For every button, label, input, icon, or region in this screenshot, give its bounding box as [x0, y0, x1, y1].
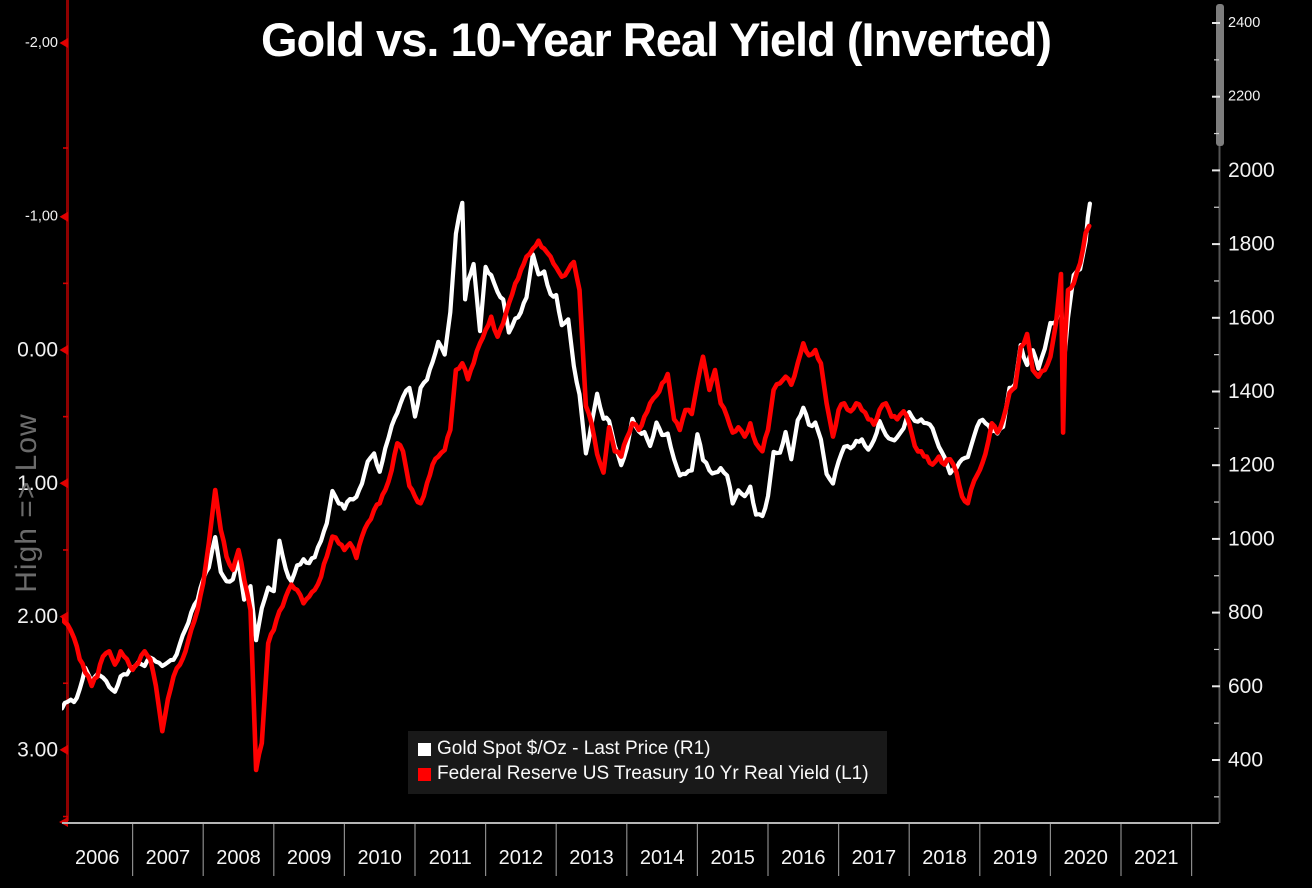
left-axis-tick-label: -2,00	[25, 35, 58, 51]
x-axis-year-label: 2017	[852, 847, 897, 869]
chart-title: Gold vs. 10-Year Real Yield (Inverted)	[260, 13, 1052, 66]
x-axis-year-label: 2015	[710, 847, 755, 869]
left-axis-title: High => Low	[10, 413, 43, 593]
right-axis-tick-label: 1800	[1228, 233, 1275, 256]
x-axis-year-label: 2013	[569, 847, 614, 869]
right-axis-tick-label: 2400	[1228, 15, 1260, 31]
right-axis-tick-label: 600	[1228, 675, 1263, 698]
x-axis-year-label: 2010	[357, 847, 402, 869]
x-axis-year-label: 2020	[1063, 847, 1108, 869]
x-axis-year-label: 2016	[781, 847, 826, 869]
left-axis-tick-arrow	[59, 478, 68, 489]
x-axis-year-label: 2007	[146, 847, 191, 869]
real-yield-series-swatch	[418, 767, 431, 781]
gold-price-line	[62, 200, 1092, 711]
right-axis-tick-label: 1600	[1228, 306, 1275, 329]
right-axis-tick-label: 1200	[1228, 454, 1275, 477]
right-axis-tick-label: 2000	[1228, 159, 1275, 182]
right-axis-tick-label: 2200	[1228, 89, 1260, 105]
left-axis-tick-arrow	[59, 211, 68, 222]
x-axis-year-label: 2006	[75, 847, 120, 869]
left-axis-tick-label: -1,00	[25, 209, 58, 225]
left-axis-tick-label: 3.00	[17, 738, 58, 761]
right-axis-tick-label: 400	[1228, 749, 1263, 772]
x-axis-year-label: 2021	[1134, 847, 1179, 869]
legend-label-real-yield: Federal Reserve US Treasury 10 Yr Real Y…	[437, 763, 869, 784]
x-axis-year-label: 2012	[499, 847, 544, 869]
right-scrollbar-thumb[interactable]	[1216, 4, 1224, 146]
x-axis-year-label: 2019	[993, 847, 1038, 869]
right-axis-tick-label: 1400	[1228, 380, 1275, 403]
plot-series	[62, 200, 1092, 773]
left-axis-tick-label: 0.00	[17, 339, 58, 362]
left-axis-tick-arrow	[59, 744, 68, 755]
x-axis-year-label: 2008	[216, 847, 261, 869]
x-axis-year-label: 2014	[640, 847, 685, 869]
legend-label-gold: Gold Spot $/Oz - Last Price (R1)	[437, 738, 711, 759]
right-axis-tick-label: 800	[1228, 601, 1263, 624]
legend-item-gold: Gold Spot $/Oz - Last Price (R1)	[418, 738, 869, 760]
left-axis-tick-arrow	[59, 611, 68, 622]
x-axis: 2006 2007 2008 2009 2010 2011 2012 2013 2014 2015…	[62, 822, 1219, 876]
left-axis-tick-arrow	[59, 345, 68, 355]
legend-item-real-yield: Federal Reserve US Treasury 10 Yr Real Y…	[418, 763, 869, 785]
left-axis-tick-label: 2.00	[17, 605, 58, 628]
right-axis: 2400 2200 2000 1800 1600 1400 1200 1000 800 600 40…	[1212, 4, 1275, 823]
left-axis-tick-label: 1.00	[17, 472, 58, 495]
x-axis-year-label: 2018	[922, 847, 967, 869]
gold-series-swatch	[418, 742, 431, 756]
left-axis: -2,00 -1,00 0.00 1.00 2.00 3.00	[17, 0, 69, 827]
chart-legend: Gold Spot $/Oz - Last Price (R1) Federal…	[408, 731, 887, 794]
real-yield-line	[62, 223, 1092, 773]
x-axis-year-label: 2011	[429, 847, 472, 869]
left-axis-tick-arrow	[59, 38, 68, 48]
x-axis-year-label: 2009	[287, 847, 332, 869]
right-axis-tick-label: 1000	[1228, 527, 1275, 550]
